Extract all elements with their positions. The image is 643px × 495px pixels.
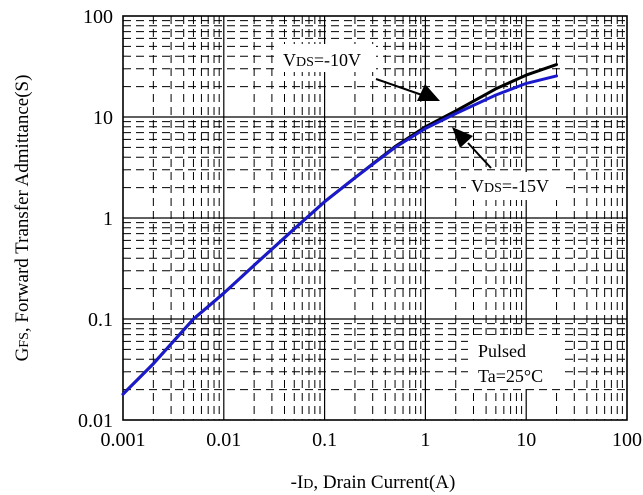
x-tick-label: 0.001: [101, 429, 146, 451]
x-tick-label: 10: [516, 429, 536, 451]
y-axis-title-sub: FS: [17, 332, 32, 348]
conditions-backdrop: [468, 335, 560, 389]
series-label-2: VDS=-15V: [471, 176, 549, 196]
x-axis-title-rest: , Drain Current(A): [313, 472, 455, 493]
series-label-2-rest: =-15V: [502, 176, 549, 196]
series-label-2-backdrop: [466, 172, 566, 200]
y-tick-label: 1: [103, 208, 113, 230]
condition-temperature: Ta=25°C: [478, 366, 543, 386]
condition-pulsed: Pulsed: [478, 341, 526, 361]
y-tick-label: 10: [93, 107, 113, 129]
x-tick-label: 1: [420, 429, 430, 451]
x-tick-labels: 0.001 0.01 0.1 1 10 100: [101, 429, 643, 451]
x-tick-label: 0.1: [312, 429, 337, 451]
y-tick-label: 0.01: [78, 410, 113, 432]
x-tick-label: 0.01: [206, 429, 241, 451]
y-tick-label: 100: [83, 6, 113, 28]
series-label-2-sub: DS: [484, 181, 502, 196]
series-label-2-arrow-line: [467, 142, 492, 169]
y-axis-title-rest: , Forward Transfer Admittance(S): [12, 75, 33, 333]
y-axis-title: GFS, Forward Transfer Admittance(S): [12, 75, 33, 362]
y-tick-label: 0.1: [88, 309, 113, 331]
series-label-2-arrow-head: [452, 127, 473, 148]
x-axis-title-prefix: -I: [291, 472, 304, 493]
y-tick-labels: 0.01 0.1 1 10 100: [78, 6, 113, 432]
series-label-1-arrow-head: [417, 84, 440, 101]
series-label-1-backdrop: [278, 44, 376, 72]
x-axis-title: -ID, Drain Current(A): [291, 472, 456, 493]
series-label-1-arrow-line: [375, 78, 423, 96]
series-label-1: VDS=-10V: [283, 50, 361, 70]
x-axis-title-sub: D: [303, 477, 313, 492]
series-label-1-sub: DS: [296, 55, 314, 70]
series-label-1-rest: =-10V: [314, 50, 361, 70]
series-label-2-prefix: V: [471, 176, 484, 196]
series-layer: [121, 63, 558, 396]
x-tick-label: 100: [612, 429, 642, 451]
series-line-2: [121, 74, 558, 396]
y-axis-title-prefix: G: [12, 347, 33, 361]
plot-frame: [122, 15, 628, 421]
series-label-1-prefix: V: [283, 50, 296, 70]
